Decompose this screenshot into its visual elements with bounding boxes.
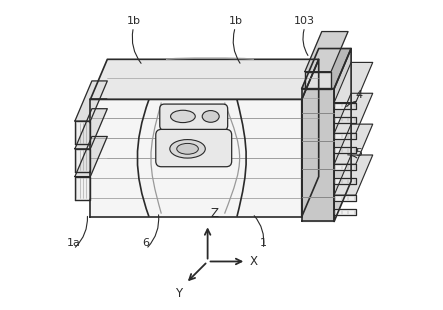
Polygon shape: [302, 49, 351, 89]
Text: 4: 4: [355, 90, 362, 100]
Polygon shape: [334, 124, 373, 164]
Polygon shape: [75, 136, 107, 177]
Text: X: X: [250, 255, 258, 268]
FancyBboxPatch shape: [160, 104, 228, 130]
Ellipse shape: [177, 144, 198, 154]
Ellipse shape: [202, 111, 219, 122]
Polygon shape: [334, 133, 356, 140]
Polygon shape: [75, 177, 90, 200]
Polygon shape: [334, 164, 356, 170]
Polygon shape: [90, 100, 302, 217]
Polygon shape: [334, 155, 373, 195]
Polygon shape: [75, 121, 90, 144]
Ellipse shape: [171, 110, 195, 122]
Polygon shape: [334, 62, 373, 103]
Polygon shape: [334, 103, 356, 108]
Polygon shape: [305, 72, 331, 89]
Polygon shape: [334, 148, 356, 153]
Polygon shape: [302, 89, 334, 221]
Text: 103: 103: [294, 16, 315, 26]
Text: 1b: 1b: [229, 16, 242, 26]
Polygon shape: [334, 178, 356, 184]
Polygon shape: [75, 149, 90, 172]
Text: 1a: 1a: [66, 238, 80, 248]
Text: 5: 5: [355, 148, 362, 158]
Polygon shape: [90, 59, 319, 100]
Polygon shape: [75, 81, 107, 121]
Polygon shape: [75, 109, 107, 149]
Polygon shape: [334, 117, 356, 122]
Polygon shape: [334, 209, 356, 215]
Polygon shape: [334, 195, 356, 201]
FancyBboxPatch shape: [156, 129, 232, 167]
Text: 1b: 1b: [127, 16, 140, 26]
Polygon shape: [302, 59, 319, 217]
Polygon shape: [334, 93, 373, 133]
Text: Z: Z: [211, 207, 219, 220]
Polygon shape: [305, 32, 348, 72]
Text: 6: 6: [142, 238, 149, 248]
Text: Y: Y: [175, 286, 183, 299]
Ellipse shape: [170, 140, 205, 158]
Text: 1: 1: [260, 238, 267, 248]
Polygon shape: [334, 49, 351, 221]
